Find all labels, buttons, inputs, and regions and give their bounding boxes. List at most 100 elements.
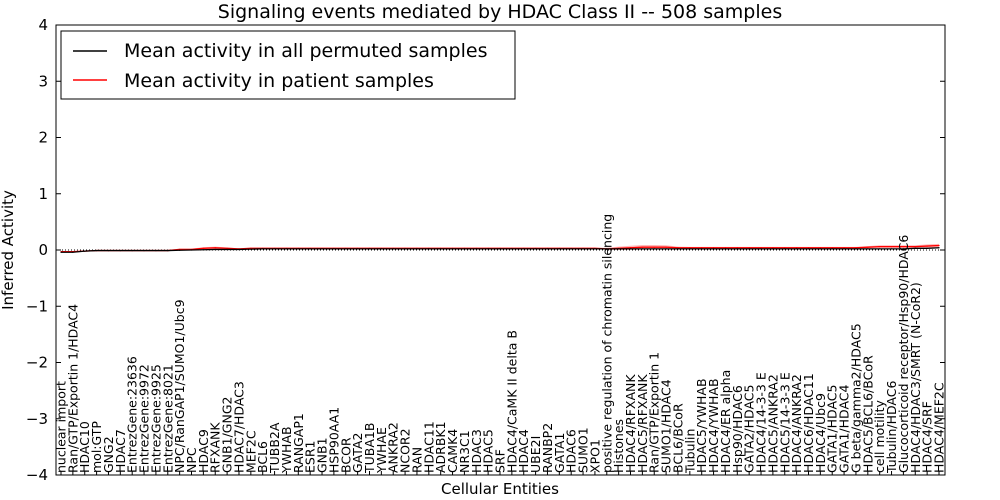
- patient-mean-point: [796, 247, 798, 249]
- permuted-mean-point: [914, 247, 916, 249]
- x-tick-label: HDAC4/Ubc9: [813, 393, 828, 473]
- legend-label-patient: Mean activity in patient samples: [124, 70, 434, 92]
- permuted-mean-point: [689, 248, 691, 250]
- x-tick-label: HDAC4/CaMK II delta B: [504, 330, 519, 473]
- permuted-mean-point: [416, 248, 418, 250]
- permuted-mean-point: [143, 249, 145, 252]
- permuted-mean-point: [890, 248, 893, 250]
- y-tick-label: 1: [38, 185, 48, 203]
- x-tick-label: HDAC4/RFXANK: [623, 374, 638, 473]
- patient-mean-point: [914, 246, 916, 248]
- x-tick-label: mol:GTP: [89, 421, 104, 473]
- patient-mean-point: [689, 247, 691, 249]
- patient-mean-point: [226, 247, 228, 249]
- x-tick-label: HDAC4: [516, 429, 531, 473]
- permuted-mean-point: [285, 248, 288, 250]
- permuted-mean-point: [546, 248, 549, 250]
- x-tick-label: HDAC5/14-3-3 E: [777, 372, 792, 473]
- x-tick-label: EntrezGene:23636: [125, 356, 140, 473]
- patient-mean-point: [653, 246, 655, 248]
- series-lines-layer: [60, 244, 940, 253]
- x-tick-label: HDAC7: [113, 429, 128, 473]
- permuted-mean-point: [641, 248, 643, 250]
- x-tick-label: SUMO1/HDAC4: [659, 379, 674, 473]
- x-tick-label: CAMK4: [445, 429, 460, 473]
- x-tick-label: EntrezGene:9972: [137, 364, 152, 473]
- permuted-mean-point: [582, 248, 584, 250]
- x-tick-label: RAN: [409, 447, 424, 473]
- x-tick-label: Tubulin: [682, 429, 697, 474]
- x-tick-label: NCOR2: [398, 428, 413, 473]
- permuted-mean-point: [226, 248, 228, 251]
- y-tick-label: 4: [38, 16, 48, 34]
- x-tick-label: HDAC5/RFXANK: [635, 374, 650, 473]
- permuted-mean-point: [748, 248, 750, 250]
- permuted-mean-point: [760, 248, 762, 250]
- permuted-mean-point: [60, 251, 62, 253]
- patient-mean-point: [724, 247, 727, 249]
- permuted-mean-point: [190, 249, 193, 251]
- x-tick-label: SRF: [493, 449, 508, 473]
- patient-mean-point: [831, 247, 833, 249]
- legend-label-permuted: Mean activity in all permuted samples: [124, 40, 487, 62]
- permuted-mean-point: [902, 248, 905, 250]
- patient-mean-point: [665, 246, 667, 248]
- permuted-mean-point: [534, 248, 537, 250]
- permuted-mean-point: [831, 248, 833, 250]
- x-tick-label: NR3C1: [457, 430, 472, 473]
- permuted-mean-point: [238, 248, 240, 251]
- x-tick-label: HDAC5/ANKRA2: [765, 374, 780, 473]
- permuted-mean-point: [855, 248, 857, 250]
- y-tick-label: −1: [26, 297, 48, 315]
- chart-title: Signaling events mediated by HDAC Class …: [218, 1, 782, 23]
- x-tick-label: HDAC6: [564, 429, 579, 473]
- permuted-mean-point: [357, 248, 359, 250]
- patient-mean-point: [772, 247, 774, 249]
- x-tick-label: EntrezGene:9925: [148, 364, 163, 473]
- x-tick-label: GNB1/GNG2: [220, 397, 235, 473]
- x-tick-label: HDAC9: [196, 429, 211, 473]
- x-tick-label: GATA2/HDAC5: [742, 385, 757, 473]
- patient-mean-point: [701, 247, 703, 249]
- x-tick-label: ESR1: [303, 441, 318, 473]
- permuted-mean-point: [179, 249, 181, 251]
- permuted-mean-point: [119, 249, 121, 252]
- x-tick-label: ADRBK1: [433, 421, 448, 473]
- x-tick-label: UBE2I: [528, 436, 543, 473]
- permuted-mean-point: [380, 248, 382, 250]
- permuted-mean-point: [701, 248, 703, 250]
- x-tick-label: YWHAE: [374, 427, 389, 474]
- y-axis-label: Inferred Activity: [0, 190, 17, 310]
- x-tick-label: HDAC6/HDAC11: [801, 373, 816, 473]
- x-tick-label: HDAC10: [77, 421, 92, 473]
- x-tick-label: Ran/GTP/Exportin 1: [647, 352, 662, 473]
- x-tick-label: G beta/gamma2/HDAC5: [848, 323, 863, 473]
- x-tick-label: nuclear import: [54, 381, 69, 473]
- y-tick-label: 2: [38, 129, 48, 147]
- x-tick-label: Ran/GTP/Exportin 1/HDAC4: [65, 304, 80, 473]
- x-tick-label: positive regulation of chromatin silenci…: [599, 214, 614, 473]
- patient-mean-point: [748, 247, 750, 249]
- x-tick-label: EntrezGene:8021: [160, 364, 175, 473]
- permuted-mean-point: [95, 249, 98, 252]
- patient-mean-point: [867, 246, 869, 248]
- permuted-mean-point: [107, 249, 110, 252]
- x-tick-label: Hsp90/HDAC6: [730, 385, 745, 473]
- x-tick-label: Tubulin/HDAC6: [884, 381, 899, 474]
- x-tick-label: cell motility: [872, 399, 887, 473]
- permuted-mean-point: [629, 248, 632, 250]
- permuted-mean-point: [72, 251, 74, 253]
- y-axis-ticks: −4 −3 −2 −1 0 1 2 3 4: [26, 16, 945, 484]
- x-tick-label: MEF2C: [243, 430, 258, 473]
- patient-mean-point: [890, 246, 893, 248]
- x-tick-label: GATA2: [350, 433, 365, 473]
- x-tick-label: TUBA1B: [362, 423, 377, 474]
- y-tick-label: 3: [38, 72, 48, 90]
- x-tick-label: GNG2: [101, 436, 116, 473]
- x-tick-label: RANGAP1: [291, 413, 306, 473]
- permuted-mean-point: [392, 248, 394, 250]
- x-tick-label: GATA1: [552, 433, 567, 473]
- permuted-mean-point: [262, 248, 264, 250]
- x-tick-label: NPC: [184, 447, 199, 473]
